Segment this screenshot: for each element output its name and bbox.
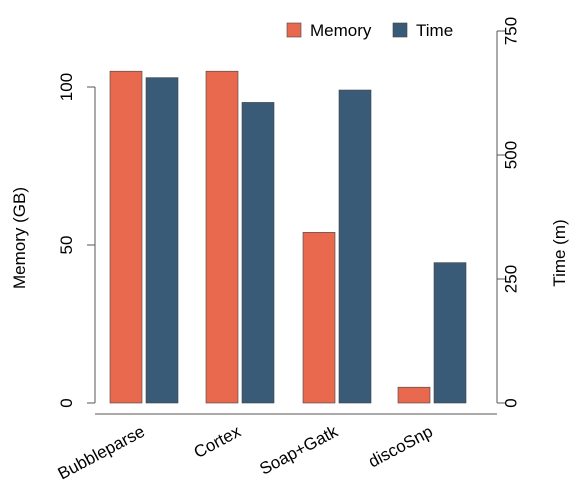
legend-swatch-memory xyxy=(286,22,302,38)
bar-memory-soap-gatk xyxy=(302,232,336,404)
x-tick-label: Cortex xyxy=(191,422,245,463)
left-tick-label: 50 xyxy=(57,236,76,255)
y-axis-label: Memory (GB) xyxy=(10,187,29,289)
legend-label-time: Time xyxy=(416,21,453,40)
x-tick-label: Soap+Gatk xyxy=(256,422,341,479)
left-tick-label: 0 xyxy=(57,398,76,407)
bar-time-discosnp xyxy=(433,262,467,404)
x-tick-label: discoSnp xyxy=(365,422,436,472)
bar-time-soap-gatk xyxy=(338,89,372,404)
left-tick-label: 100 xyxy=(57,73,76,101)
right-tick-label: 250 xyxy=(502,265,521,293)
legend: Memory Time xyxy=(286,21,453,40)
right-tick-label: 500 xyxy=(502,141,521,169)
bar-memory-discosnp xyxy=(397,386,431,404)
bar-memory-bubbleparse xyxy=(109,70,143,404)
x-axis: Bubbleparse Cortex Soap+Gatk discoSnp xyxy=(55,413,497,484)
legend-label-memory: Memory xyxy=(310,21,372,40)
left-axis: 0 50 100 xyxy=(57,73,96,408)
x-tick-label: Bubbleparse xyxy=(55,422,148,484)
right-tick-label: 750 xyxy=(502,17,521,45)
y2-axis-label: Time (m) xyxy=(550,219,569,286)
bar-time-cortex xyxy=(241,102,275,404)
right-tick-label: 0 xyxy=(502,398,521,407)
legend-swatch-time xyxy=(392,22,408,38)
bar-time-bubbleparse xyxy=(145,77,179,404)
right-axis: 0 250 500 750 xyxy=(496,17,521,408)
bars xyxy=(109,70,467,404)
bar-memory-cortex xyxy=(205,70,239,404)
